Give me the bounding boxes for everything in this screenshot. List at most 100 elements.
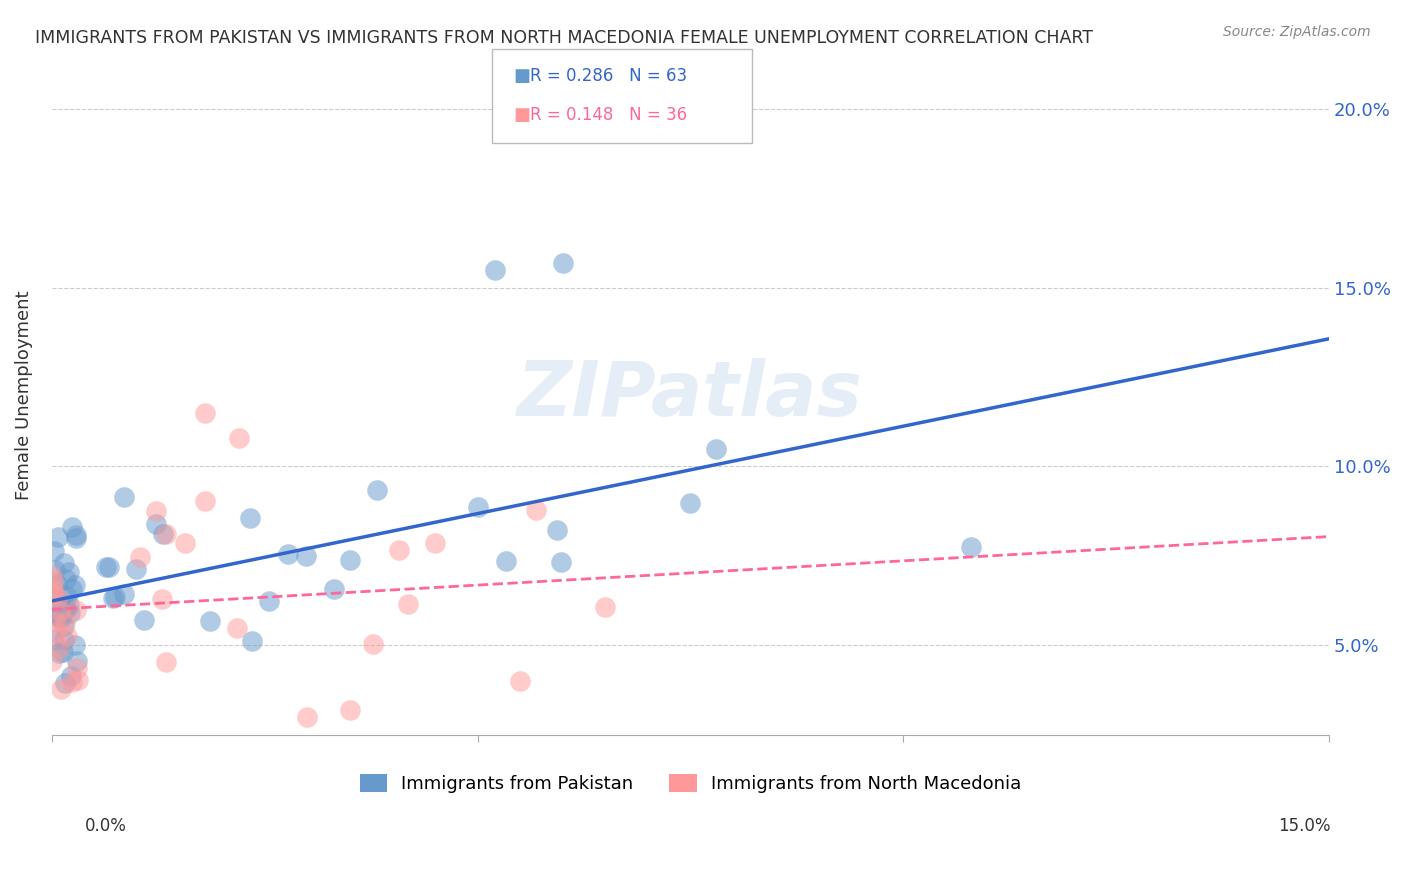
Text: ■: ■ — [513, 68, 530, 86]
Point — [173, 536, 195, 550]
Point — [228, 431, 250, 445]
Point — [58, 566, 80, 580]
Point — [58, 598, 80, 612]
Point — [423, 535, 446, 549]
Point — [41, 568, 63, 582]
Point — [363, 637, 385, 651]
Point — [55, 603, 77, 617]
Legend: Immigrants from Pakistan, Immigrants from North Macedonia: Immigrants from Pakistan, Immigrants fro… — [353, 766, 1028, 800]
Point — [65, 603, 87, 617]
Point — [294, 549, 316, 564]
Point — [484, 262, 506, 277]
Text: IMMIGRANTS FROM PAKISTAN VS IMMIGRANTS FROM NORTH MACEDONIA FEMALE UNEMPLOYMENT : IMMIGRANTS FROM PAKISTAN VS IMMIGRANTS F… — [35, 29, 1092, 46]
Point — [98, 559, 121, 574]
Point — [226, 621, 249, 635]
Point — [366, 483, 388, 498]
Point — [257, 594, 280, 608]
Point — [42, 633, 65, 648]
Point — [155, 527, 177, 541]
Point — [52, 645, 75, 659]
Point — [322, 582, 344, 597]
Point — [51, 602, 73, 616]
Point — [94, 560, 117, 574]
Point — [46, 530, 69, 544]
Point — [44, 563, 66, 577]
Point — [42, 588, 65, 602]
Point — [42, 544, 65, 558]
Point — [49, 604, 72, 618]
Text: 15.0%: 15.0% — [1278, 817, 1331, 835]
Point — [59, 607, 82, 621]
Point — [44, 615, 66, 630]
Point — [339, 553, 361, 567]
Point — [42, 591, 65, 605]
Point — [495, 554, 517, 568]
Point — [49, 681, 72, 696]
Text: ZIPatlas: ZIPatlas — [517, 358, 863, 432]
Point — [339, 703, 361, 717]
Point — [297, 710, 319, 724]
Point — [112, 587, 135, 601]
Point — [60, 520, 83, 534]
Point — [277, 547, 299, 561]
Point — [509, 673, 531, 688]
Point — [65, 531, 87, 545]
Point — [145, 517, 167, 532]
Point — [239, 510, 262, 524]
Point — [52, 556, 75, 570]
Point — [53, 675, 76, 690]
Point — [546, 523, 568, 537]
Point — [200, 614, 222, 628]
Point — [155, 656, 177, 670]
Point — [52, 619, 75, 633]
Point — [240, 633, 263, 648]
Point — [104, 591, 127, 605]
Point — [128, 549, 150, 564]
Point — [59, 669, 82, 683]
Point — [194, 493, 217, 508]
Point — [53, 633, 76, 648]
Point — [48, 641, 70, 656]
Point — [388, 543, 411, 558]
Point — [66, 654, 89, 668]
Point — [48, 646, 70, 660]
Point — [46, 577, 69, 591]
Point — [152, 526, 174, 541]
Point — [60, 675, 83, 690]
Point — [704, 442, 727, 456]
Point — [150, 592, 173, 607]
Point — [41, 583, 63, 598]
Text: R = 0.148   N = 36: R = 0.148 N = 36 — [530, 106, 688, 124]
Point — [46, 607, 69, 622]
Point — [112, 490, 135, 504]
Point — [595, 599, 617, 614]
Point — [48, 610, 70, 624]
Point — [125, 562, 148, 576]
Point — [41, 607, 63, 622]
Text: R = 0.286   N = 63: R = 0.286 N = 63 — [530, 68, 688, 86]
Point — [52, 599, 75, 614]
Point — [63, 638, 86, 652]
Point — [51, 610, 73, 624]
Y-axis label: Female Unemployment: Female Unemployment — [15, 290, 32, 500]
Point — [103, 591, 125, 606]
Point — [524, 503, 547, 517]
Text: 0.0%: 0.0% — [84, 817, 127, 835]
Point — [467, 500, 489, 514]
Point — [45, 624, 67, 639]
Point — [49, 607, 72, 621]
Point — [67, 673, 90, 687]
Point — [63, 578, 86, 592]
Point — [55, 572, 77, 586]
Point — [134, 613, 156, 627]
Point — [551, 255, 574, 269]
Point — [53, 598, 76, 612]
Point — [41, 654, 63, 668]
Point — [56, 589, 79, 603]
Text: ■: ■ — [513, 106, 530, 124]
Text: Source: ZipAtlas.com: Source: ZipAtlas.com — [1223, 25, 1371, 39]
Point — [65, 528, 87, 542]
Point — [679, 496, 702, 510]
Point — [550, 555, 572, 569]
Point — [53, 615, 76, 630]
